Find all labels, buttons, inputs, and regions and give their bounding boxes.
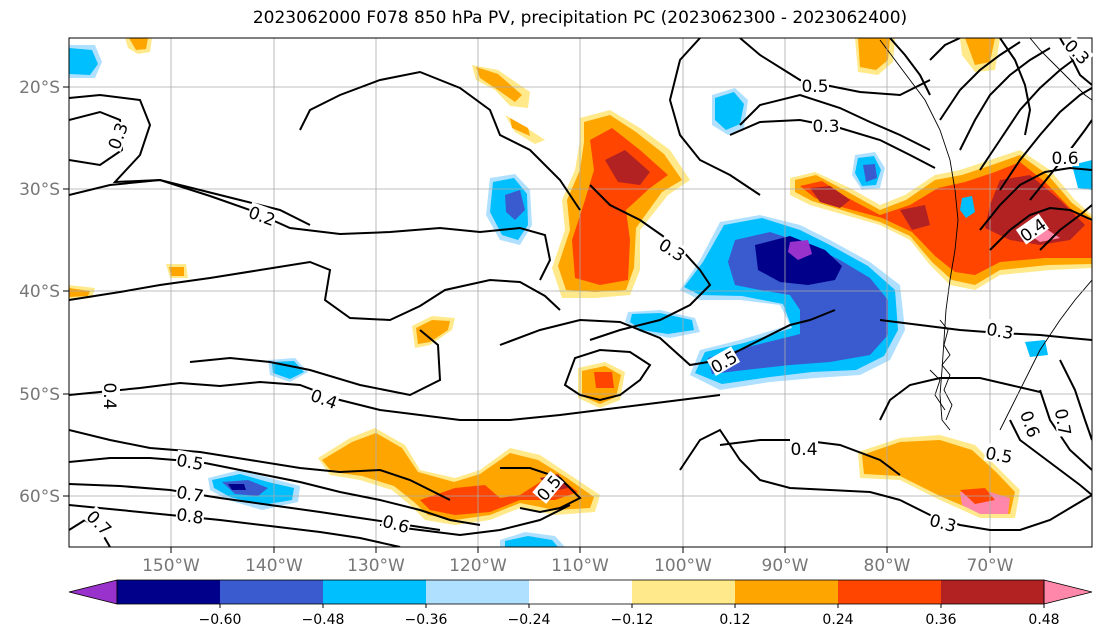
colorbar-bin xyxy=(941,580,1044,604)
colorbar-tick-label: 0.48 xyxy=(1028,612,1059,628)
svg-text:0.7: 0.7 xyxy=(175,483,205,507)
colorbar-bin xyxy=(220,580,323,604)
svg-text:0.8: 0.8 xyxy=(175,505,205,529)
map-gridlines xyxy=(69,38,1092,547)
contour-label: 0.7 xyxy=(175,481,206,507)
contour-label: 0.3 xyxy=(985,318,1016,344)
contour-label: 0.7 xyxy=(1050,406,1076,437)
contour-label: 0.8 xyxy=(175,504,206,529)
svg-text:0.4: 0.4 xyxy=(790,440,817,460)
longitude-tick-labels: 150°W 140°W 130°W 120°W 110°W 100°W 90°W 80°W 70… xyxy=(142,547,1014,576)
latitude-label: 30°S xyxy=(19,180,60,200)
longitude-label: 120°W xyxy=(449,556,507,576)
contour-label: 0.6 xyxy=(1051,148,1079,169)
colorbar-tick-label: −0.24 xyxy=(508,612,551,628)
pv-contours xyxy=(69,38,1092,547)
latitude-tick-labels: 20°S 30°S 40°S 50°S 60°S xyxy=(19,78,69,507)
colorbar-bin xyxy=(529,580,632,604)
map-title: 2023062000 F078 850 hPa PV, precipitatio… xyxy=(252,8,908,28)
colorbar-tick-label: −0.36 xyxy=(405,612,448,628)
precipitation-shading xyxy=(69,38,1092,547)
longitude-label: 90°W xyxy=(762,556,809,576)
longitude-label: 110°W xyxy=(551,556,609,576)
colorbar-bin xyxy=(838,580,941,604)
svg-text:0.3: 0.3 xyxy=(985,320,1015,344)
svg-text:0.6: 0.6 xyxy=(1051,149,1078,169)
latitude-label: 40°S xyxy=(19,282,60,302)
contour-label: 0.4 xyxy=(790,439,818,460)
colorbar-bin xyxy=(632,580,735,604)
colorbar-bin xyxy=(117,580,220,604)
longitude-label: 150°W xyxy=(142,556,200,576)
south-america-coastline xyxy=(879,38,1092,431)
colorbar-bin xyxy=(426,580,529,604)
contour-label: 0.5 xyxy=(175,449,206,475)
contour-label: 0.3 xyxy=(812,116,840,137)
colorbar-bin xyxy=(323,580,426,604)
colorbar-tick-label: 0.36 xyxy=(925,612,956,628)
svg-text:0.4: 0.4 xyxy=(99,382,119,409)
longitude-label: 80°W xyxy=(864,556,911,576)
longitude-label: 130°W xyxy=(347,556,405,576)
svg-text:0.5: 0.5 xyxy=(984,444,1014,468)
contour-label: 0.6 xyxy=(380,510,413,538)
svg-text:0.3: 0.3 xyxy=(812,117,839,137)
colorbar-extend-low xyxy=(68,579,118,605)
contour-label: 0.5 xyxy=(984,442,1015,468)
contour-label: 0.3 xyxy=(103,119,133,152)
colorbar-extend-high xyxy=(1043,579,1093,605)
colorbar-tick-label: −0.48 xyxy=(302,612,345,628)
svg-text:0.5: 0.5 xyxy=(801,77,828,97)
colorbar-bin xyxy=(735,580,838,604)
svg-text:0.5: 0.5 xyxy=(175,451,205,475)
latitude-label: 20°S xyxy=(19,78,60,98)
colorbar-tick-label: 0.24 xyxy=(822,612,853,628)
longitude-label: 70°W xyxy=(967,556,1014,576)
colorbar-tick-label: 0.12 xyxy=(719,612,750,628)
contour-label: 0.4 xyxy=(99,382,120,410)
longitude-label: 140°W xyxy=(245,556,303,576)
svg-text:0.7: 0.7 xyxy=(1050,407,1074,437)
latitude-label: 60°S xyxy=(19,487,60,507)
colorbar: −0.60 −0.48 −0.36 −0.24 −0.12 0.12 0.24 0.36 0.4… xyxy=(68,579,1093,628)
longitude-label: 100°W xyxy=(654,556,712,576)
colorbar-tick-label: −0.60 xyxy=(199,612,242,628)
latitude-label: 50°S xyxy=(19,385,60,405)
colorbar-tick-label: −0.12 xyxy=(611,612,654,628)
contour-label: 0.5 xyxy=(801,76,829,97)
